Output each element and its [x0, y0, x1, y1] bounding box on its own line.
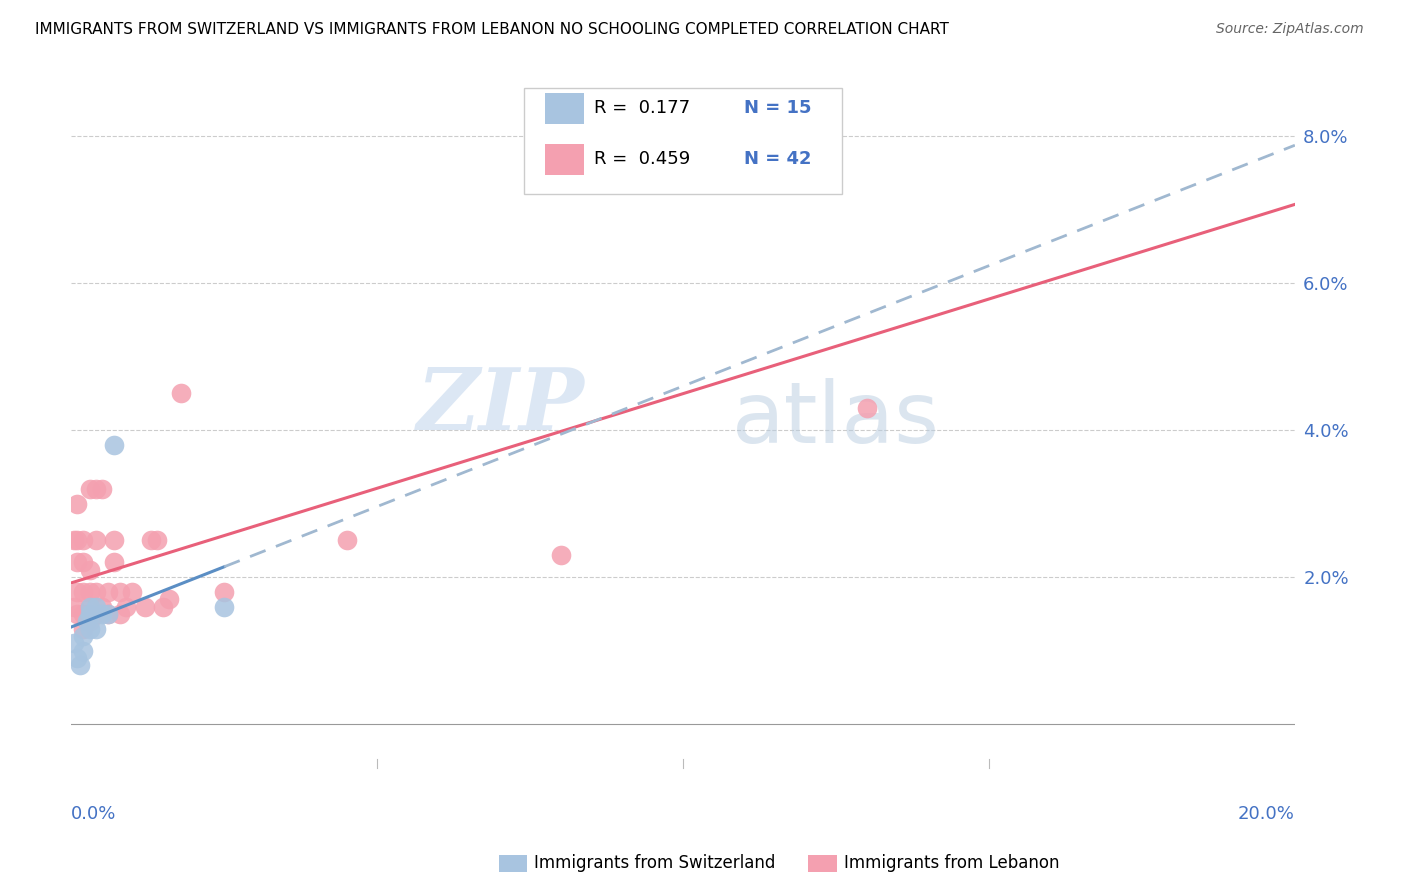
Point [152, 599, 174, 614]
Point [157, 592, 180, 607]
Point [66, 584, 89, 599]
Point [66, 497, 89, 511]
Point [97, 584, 120, 599]
Point [115, 599, 138, 614]
Point [84, 622, 107, 636]
Bar [544, 145, 583, 175]
Point [90, 607, 112, 621]
Point [855, 401, 877, 416]
Point [108, 607, 131, 621]
Text: atlas: atlas [733, 377, 941, 460]
Point [97, 607, 120, 621]
Point [335, 533, 357, 548]
Text: R =  0.459: R = 0.459 [593, 151, 690, 169]
Text: R =  0.177: R = 0.177 [593, 99, 690, 117]
Text: IMMIGRANTS FROM SWITZERLAND VS IMMIGRANTS FROM LEBANON NO SCHOOLING COMPLETED CO: IMMIGRANTS FROM SWITZERLAND VS IMMIGRANT… [35, 22, 949, 37]
Text: ZIP: ZIP [418, 364, 585, 447]
Point [672, 166, 695, 180]
Text: N = 15: N = 15 [744, 99, 811, 117]
Point [79, 584, 101, 599]
Point [79, 622, 101, 636]
Point [212, 599, 235, 614]
Point [72, 622, 94, 636]
Point [66, 607, 89, 621]
Point [90, 482, 112, 496]
Point [69, 658, 91, 673]
Point [170, 386, 193, 401]
Text: Immigrants from Switzerland: Immigrants from Switzerland [534, 855, 776, 872]
Point [97, 607, 120, 621]
Point [79, 563, 101, 577]
Point [72, 643, 94, 657]
Point [72, 629, 94, 643]
Point [84, 482, 107, 496]
Point [134, 599, 156, 614]
Point [84, 599, 107, 614]
Point [103, 438, 125, 452]
FancyBboxPatch shape [524, 87, 842, 194]
Point [79, 614, 101, 628]
Point [76, 614, 98, 628]
Point [66, 651, 89, 665]
Point [79, 482, 101, 496]
Point [79, 599, 101, 614]
Point [66, 556, 89, 570]
Point [84, 584, 107, 599]
Text: N = 42: N = 42 [744, 151, 811, 169]
Point [212, 584, 235, 599]
Point [139, 533, 162, 548]
Point [63, 636, 86, 650]
Point [72, 607, 94, 621]
Text: Immigrants from Lebanon: Immigrants from Lebanon [844, 855, 1059, 872]
Point [72, 533, 94, 548]
Point [550, 548, 572, 562]
Point [72, 556, 94, 570]
Point [108, 584, 131, 599]
Point [63, 533, 86, 548]
Point [79, 599, 101, 614]
Point [72, 584, 94, 599]
Text: 0.0%: 0.0% [72, 805, 117, 823]
Point [103, 533, 125, 548]
Point [84, 533, 107, 548]
Point [103, 556, 125, 570]
Point [79, 607, 101, 621]
Text: 20.0%: 20.0% [1239, 805, 1295, 823]
Bar [544, 93, 583, 124]
Point [66, 533, 89, 548]
Point [90, 599, 112, 614]
Text: Source: ZipAtlas.com: Source: ZipAtlas.com [1216, 22, 1364, 37]
Point [121, 584, 143, 599]
Point [146, 533, 169, 548]
Point [84, 607, 107, 621]
Point [63, 599, 86, 614]
